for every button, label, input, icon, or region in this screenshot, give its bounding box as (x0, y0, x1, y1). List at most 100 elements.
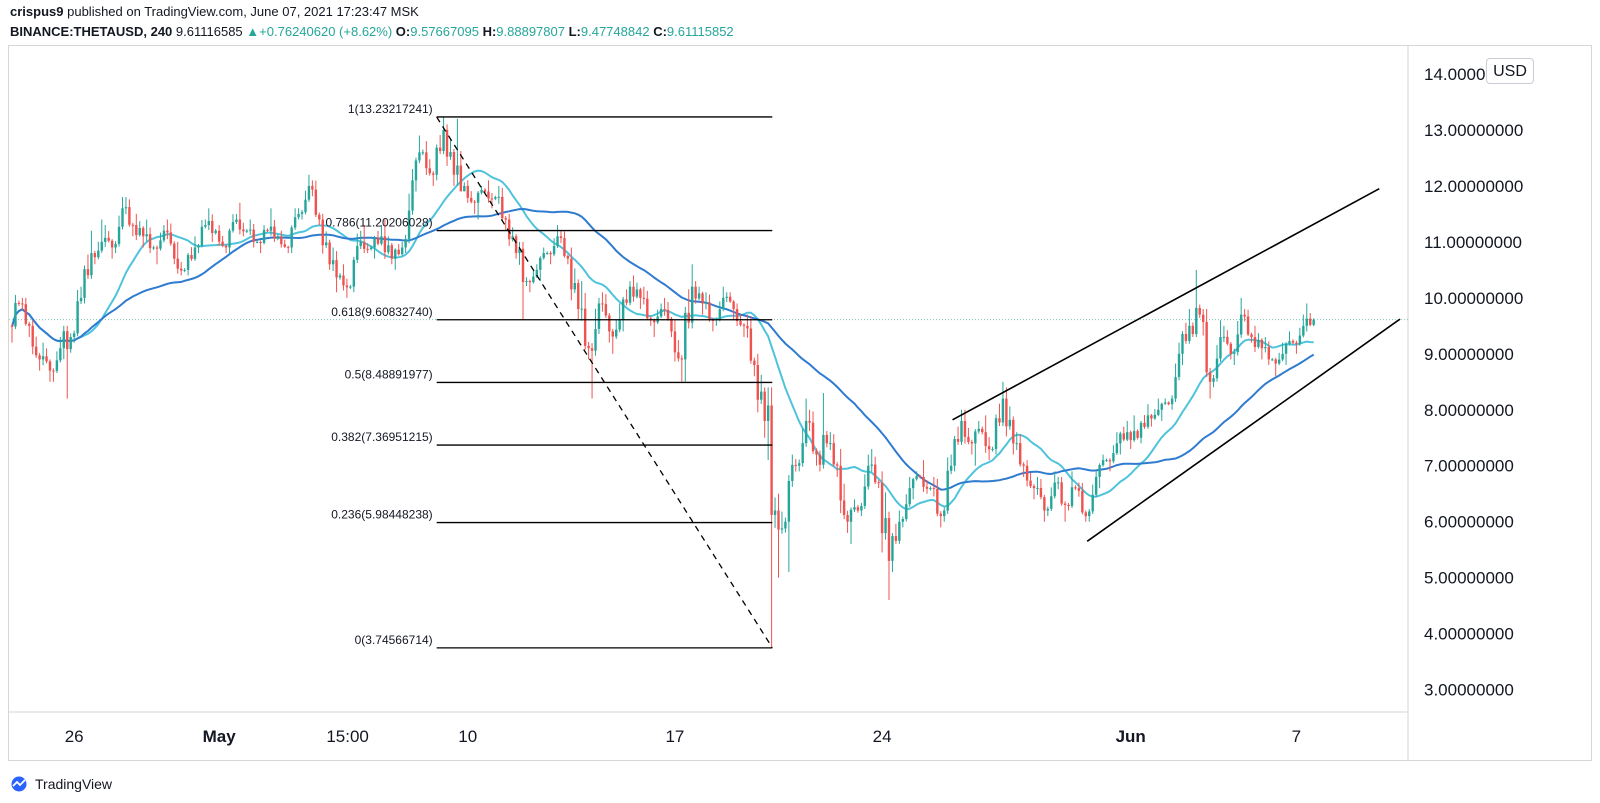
candle-body (304, 199, 307, 213)
fib-level-label: 0.382(7.36951215) (331, 430, 432, 444)
candle-body (1160, 403, 1163, 410)
candle-body (1136, 431, 1139, 438)
candle-body (739, 320, 742, 325)
candle-body (411, 180, 414, 211)
candle-body (428, 168, 431, 174)
candle-body (539, 257, 542, 270)
candle-body (690, 286, 694, 323)
candle-body (780, 528, 784, 530)
fib-trend-dashed-line[interactable] (436, 116, 773, 648)
candle-body (615, 329, 618, 337)
candle-body (359, 241, 362, 247)
candle-body (787, 480, 791, 522)
price-axis[interactable]: 14.0000000013.0000000012.0000000011.0000… (1424, 65, 1523, 700)
candle-body (1229, 343, 1233, 354)
candle-body (891, 536, 894, 561)
candle-body (1212, 378, 1215, 382)
candle-body (1153, 414, 1157, 419)
last-price: 9.61116585 (175, 24, 243, 39)
candle-body (1150, 415, 1153, 419)
candle-body (849, 509, 853, 522)
candle-body (1219, 337, 1222, 359)
candle-body (1063, 503, 1067, 505)
candle-body (72, 333, 76, 338)
candle-body (217, 230, 221, 242)
candle-body (870, 464, 873, 466)
candle-body (1291, 340, 1295, 343)
candle-body (822, 434, 825, 465)
candle-body (249, 229, 252, 231)
candle-body (476, 192, 480, 203)
time-tick-label: 17 (665, 727, 684, 746)
candle-body (967, 436, 970, 443)
trend-lines[interactable] (952, 188, 1401, 542)
candle-body (894, 536, 898, 541)
candle-body (1195, 307, 1198, 335)
candle-body (763, 391, 766, 421)
publish-info: published on TradingView.com, June 07, 2… (67, 4, 419, 19)
candle-body (242, 229, 245, 232)
candle-body (38, 355, 41, 360)
time-tick-label: 15:00 (326, 727, 369, 746)
candle-body (86, 269, 90, 276)
upper-channel-trend-line[interactable] (952, 188, 1380, 421)
candle-body (349, 286, 352, 288)
time-tick-label: Jun (1116, 727, 1146, 746)
candle-body (1146, 415, 1150, 427)
candle-body (24, 304, 28, 324)
candle-body (507, 219, 511, 240)
chart-header-ohlc: BINANCE:THETAUSD, 240 9.61116585 ▲+0.762… (10, 24, 734, 39)
candle-body (687, 312, 690, 323)
candle-body (549, 253, 552, 255)
candle-body (169, 232, 173, 244)
candle-body (604, 304, 608, 316)
candle-body (860, 505, 863, 511)
candle-body (583, 308, 587, 346)
candle-body (632, 286, 635, 297)
candle-body (186, 254, 190, 270)
open-value: 9.57667095 (410, 24, 479, 39)
candle-body (1277, 359, 1281, 364)
candle-body (884, 518, 887, 534)
chart-frame[interactable] (8, 45, 1592, 761)
fibonacci-retracement[interactable]: 1(13.23217241) 0.786(11.20206028) 0.618(9.… (325, 102, 773, 649)
candle-body (273, 226, 276, 239)
candle-body (1302, 325, 1305, 336)
candle-body (552, 246, 556, 255)
candle-body (369, 247, 373, 250)
candle-body (293, 217, 297, 228)
candle-body (1181, 333, 1184, 354)
candle-body (929, 488, 932, 490)
candle-body (532, 276, 535, 283)
close-label: C: (653, 24, 667, 39)
candle-body (577, 283, 580, 310)
candle-body (252, 229, 255, 242)
candle-body (470, 197, 473, 202)
candle-body (1157, 409, 1160, 415)
time-axis[interactable]: 26 May 15:00 10 17 24 Jun 7 (65, 727, 1301, 746)
candle-body (1101, 460, 1105, 466)
candle-body (387, 245, 390, 253)
candle-body (1039, 487, 1043, 498)
candle-body (1184, 333, 1188, 341)
price-tick-label: 10.00000000 (1424, 289, 1523, 308)
candle-body (559, 236, 563, 239)
candle-body (1264, 347, 1267, 349)
candle-body (773, 510, 777, 515)
currency-button[interactable]: USD (1486, 58, 1534, 84)
author-name[interactable]: crispus9 (10, 4, 64, 19)
tradingview-logo[interactable]: TradingView (8, 774, 112, 794)
candle-body (646, 298, 649, 319)
candle-body (1098, 465, 1101, 477)
candle-body (48, 361, 52, 371)
candle-body (141, 227, 145, 237)
candle-body (90, 253, 93, 276)
lower-channel-trend-line[interactable] (1086, 318, 1401, 542)
candle-body (1239, 314, 1243, 335)
candle-body (1070, 487, 1074, 507)
candle-body (197, 245, 200, 248)
candles[interactable] (10, 117, 1315, 648)
candle-body (801, 443, 804, 464)
candle-body (939, 513, 942, 517)
